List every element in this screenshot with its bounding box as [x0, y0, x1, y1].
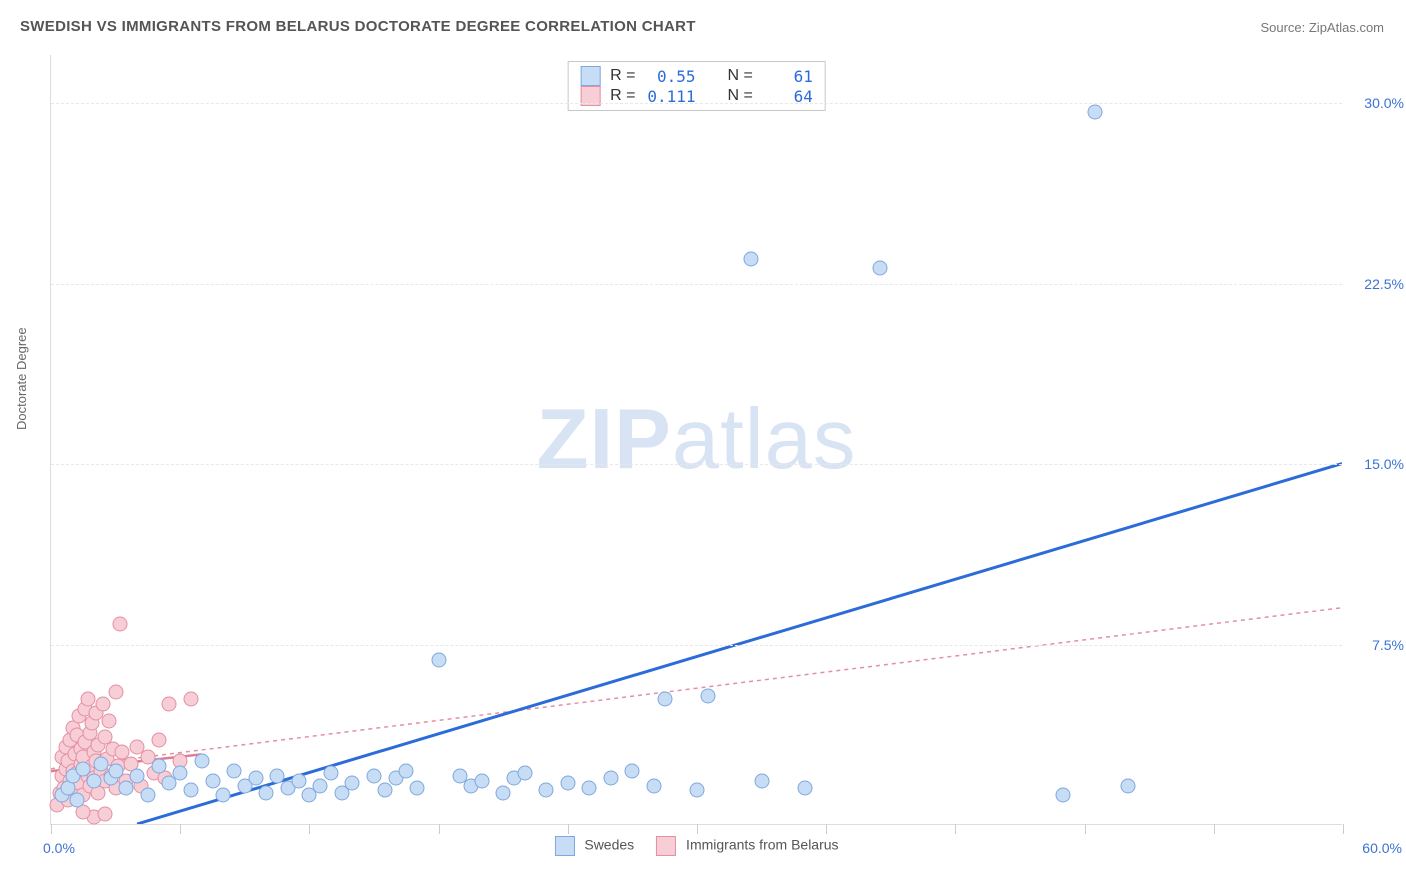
- swedes-point: [474, 773, 489, 788]
- stats-row-swedes: R = 0.55 N = 61: [580, 66, 813, 86]
- legend-swatch-swedes: [554, 836, 574, 856]
- legend-label-belarus: Immigrants from Belarus: [686, 837, 838, 853]
- swedes-point: [108, 764, 123, 779]
- chart-container: SWEDISH VS IMMIGRANTS FROM BELARUS DOCTO…: [0, 0, 1406, 892]
- belarus-point: [183, 691, 198, 706]
- swedes-point: [560, 776, 575, 791]
- swedes-point: [119, 780, 134, 795]
- swedes-point: [93, 756, 108, 771]
- swedes-point: [313, 778, 328, 793]
- swedes-point: [431, 653, 446, 668]
- swedes-point: [205, 773, 220, 788]
- watermark-zip: ZIP: [537, 392, 672, 487]
- belarus-point: [151, 732, 166, 747]
- watermark-atlas: atlas: [672, 392, 857, 487]
- swedes-point: [1088, 104, 1103, 119]
- x-axis-min: 0.0%: [43, 840, 75, 856]
- legend-swatch-belarus: [656, 836, 676, 856]
- plot-area: ZIPatlas R = 0.55 N = 61 R = 0.111 N = 6…: [50, 55, 1342, 825]
- swedes-point: [657, 691, 672, 706]
- swedes-point: [1056, 788, 1071, 803]
- swedes-point: [173, 766, 188, 781]
- belarus-point: [80, 691, 95, 706]
- swedes-point: [130, 768, 145, 783]
- belarus-point: [108, 684, 123, 699]
- belarus-point: [162, 696, 177, 711]
- swedes-point: [399, 764, 414, 779]
- gridline: [51, 645, 1342, 646]
- swedes-point: [345, 776, 360, 791]
- belarus-point: [112, 617, 127, 632]
- swedes-point: [582, 780, 597, 795]
- x-tick: [826, 824, 827, 834]
- swedes-point: [743, 251, 758, 266]
- x-tick: [955, 824, 956, 834]
- swedes-point: [1120, 778, 1135, 793]
- x-tick: [51, 824, 52, 834]
- swedes-point: [517, 766, 532, 781]
- swatch-swedes: [580, 66, 600, 86]
- swedes-point: [291, 773, 306, 788]
- watermark: ZIPatlas: [537, 391, 857, 489]
- legend-item-belarus: Immigrants from Belarus: [656, 836, 838, 856]
- legend-item-swedes: Swedes: [554, 836, 634, 856]
- x-tick: [1343, 824, 1344, 834]
- swedes-point: [873, 261, 888, 276]
- y-tick-label: 15.0%: [1349, 456, 1404, 472]
- n-label: N =: [728, 67, 753, 85]
- x-tick: [1214, 824, 1215, 834]
- swedes-point: [625, 764, 640, 779]
- swedes-point: [367, 768, 382, 783]
- swedes-point: [603, 771, 618, 786]
- swedes-point: [227, 764, 242, 779]
- swedes-point: [140, 788, 155, 803]
- series-legend: Swedes Immigrants from Belarus: [554, 836, 838, 856]
- gridline: [51, 464, 1342, 465]
- y-tick-label: 7.5%: [1349, 637, 1404, 653]
- swedes-point: [700, 689, 715, 704]
- swedes-point: [754, 773, 769, 788]
- n-value-swedes: 61: [763, 67, 813, 86]
- belarus-point: [97, 807, 112, 822]
- r-value-swedes: 0.55: [646, 67, 696, 86]
- gridline: [51, 103, 1342, 104]
- legend-label-swedes: Swedes: [584, 837, 634, 853]
- swedes-point: [690, 783, 705, 798]
- swedes-point: [216, 788, 231, 803]
- swedes-point: [194, 754, 209, 769]
- swedes-point: [797, 780, 812, 795]
- x-tick: [1085, 824, 1086, 834]
- swedes-point: [87, 773, 102, 788]
- swedes-point: [248, 771, 263, 786]
- x-axis-max: 60.0%: [1347, 840, 1402, 856]
- belarus-point: [102, 713, 117, 728]
- x-tick: [439, 824, 440, 834]
- gridline: [51, 284, 1342, 285]
- x-tick: [568, 824, 569, 834]
- swedes-point: [646, 778, 661, 793]
- source-attribution: Source: ZipAtlas.com: [1260, 20, 1384, 35]
- r-label: R =: [610, 67, 635, 85]
- x-tick: [697, 824, 698, 834]
- swedes-point: [259, 785, 274, 800]
- y-tick-label: 30.0%: [1349, 95, 1404, 111]
- x-tick: [180, 824, 181, 834]
- x-tick: [309, 824, 310, 834]
- belarus-point: [95, 696, 110, 711]
- swedes-point: [410, 780, 425, 795]
- swedes-point: [323, 766, 338, 781]
- swedes-point: [539, 783, 554, 798]
- chart-title: SWEDISH VS IMMIGRANTS FROM BELARUS DOCTO…: [20, 18, 696, 35]
- swedes-point: [377, 783, 392, 798]
- swedes-point: [183, 783, 198, 798]
- y-axis-label: Doctorate Degree: [14, 327, 29, 430]
- swedes-point: [496, 785, 511, 800]
- swedes-point: [151, 759, 166, 774]
- y-tick-label: 22.5%: [1349, 276, 1404, 292]
- swedes-point: [69, 792, 84, 807]
